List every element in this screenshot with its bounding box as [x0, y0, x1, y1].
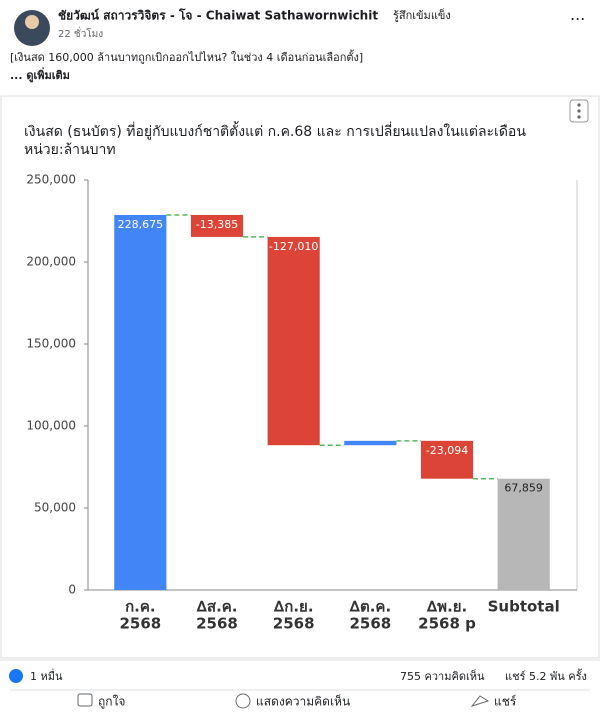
dot [577, 103, 581, 107]
x-tick-label: ∆ต.ค. [350, 598, 392, 616]
bar [190, 214, 244, 237]
bar [344, 440, 397, 446]
share-button-icon [470, 695, 490, 707]
x-tick-label: ∆ส.ค. [196, 598, 237, 616]
bar [267, 236, 320, 446]
value-label: 67,859 [504, 482, 543, 495]
like-icon [9, 669, 23, 683]
value-label: -13,385 [196, 218, 238, 231]
author[interactable]: ชัยวัฒน์ สถาวรวิจิตร - โจ - Chaiwat Sath… [58, 8, 378, 23]
y-tick-label: 200,000 [26, 255, 76, 269]
reactions[interactable]: 1 หมื่น [30, 668, 63, 683]
x-tick-label: Subtotal [488, 598, 560, 616]
bar [114, 214, 167, 590]
x-tick-label: ∆พ.ย. [427, 598, 468, 616]
more-menu[interactable]: ··· [570, 10, 585, 29]
share-button[interactable]: แชร์ [494, 695, 517, 709]
like-button[interactable]: ถูกใจ [98, 695, 125, 710]
post-text: [เงินสด 160,000 ล้านบาทถูกเบิกออกไปไหน? … [10, 49, 363, 64]
x-tick-label: 2568 [273, 615, 315, 633]
like-button-icon [77, 693, 93, 707]
feeling: รู้สึกเข้มแข็ง [393, 8, 451, 22]
x-tick-label: 2568 p [418, 615, 476, 633]
value-label: 228,675 [118, 218, 164, 231]
comment-button-icon [235, 693, 251, 709]
value-label: -127,010 [269, 240, 318, 253]
value-label: -23,094 [426, 444, 468, 457]
bar [420, 440, 474, 479]
comment-button[interactable]: แสดงความคิดเห็น [256, 694, 350, 709]
y-tick-label: 50,000 [34, 501, 76, 515]
value-label: 2,673 [355, 444, 387, 457]
dot [577, 109, 581, 113]
comments-count[interactable]: 755 ความคิดเห็น [400, 669, 485, 683]
x-tick-label: 2568 [196, 615, 238, 633]
x-tick-label: 2568 [119, 615, 161, 633]
chart-title: เงินสด (ธนบัตร) ที่อยู่กับแบงก์ชาติตั้งแ… [24, 121, 526, 140]
see-more[interactable]: ... ดูเพิ่มเติม [10, 67, 70, 83]
y-tick-label: 150,000 [26, 337, 76, 351]
dot [577, 115, 581, 119]
shares-count[interactable]: แชร์ 5.2 พัน ครั้ง [505, 668, 587, 683]
y-tick-label: 250,000 [26, 173, 76, 187]
y-tick-label: 0 [68, 583, 76, 597]
avatar-face [25, 15, 39, 29]
chart-subtitle: หน่วย:ล้านบาท [24, 142, 116, 158]
x-tick-label: ∆ก.ย. [274, 598, 314, 616]
time[interactable]: 22 ชั่วโมง [58, 26, 103, 40]
bar [497, 478, 550, 590]
y-tick-label: 100,000 [26, 419, 76, 433]
x-tick-label: 2568 [349, 615, 391, 633]
x-tick-label: ก.ค. [125, 598, 156, 616]
